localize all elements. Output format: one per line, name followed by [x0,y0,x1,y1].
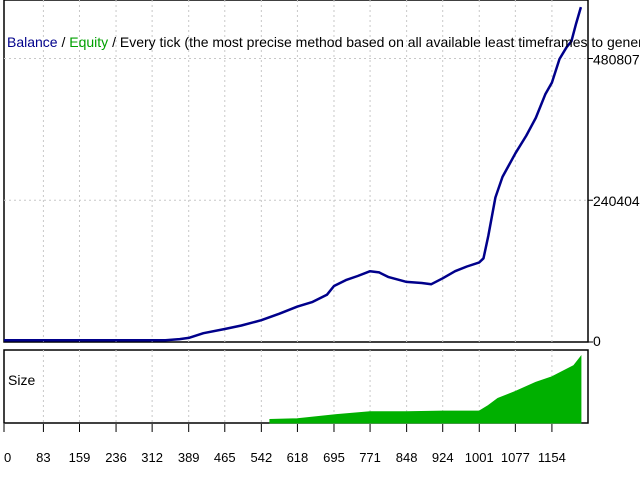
chart-title: Balance / Equity / Every tick (the most … [7,34,640,50]
balance-equity-panel: Balance / Equity / Every tick (the most … [3,0,640,349]
x-tick-label: 924 [432,450,454,465]
x-tick-label: 618 [287,450,309,465]
x-tick-label: 1154 [538,450,566,465]
x-tick-label: 0 [4,450,11,465]
y-tick-label: 0 [593,333,601,349]
x-tick-label: 465 [214,450,236,465]
x-tick-label: 542 [250,450,272,465]
x-tick-label: 389 [178,450,200,465]
y-tick-label: 240404 [593,193,640,209]
size-panel: Size [3,349,589,424]
title-part-1: / [58,34,70,50]
title-part-2: Equity [69,34,108,50]
x-tick-label: 312 [141,450,163,465]
x-tick-label: 1077 [501,450,530,465]
x-tick-label: 236 [105,450,127,465]
y-tick-label: 480807 [593,51,640,67]
title-part-0: Balance [7,34,58,50]
balance-line [4,6,583,342]
x-tick-label: 771 [359,450,381,465]
x-tick-label: 159 [69,450,91,465]
size-area [269,355,582,424]
x-tick-label: 1001 [465,450,494,465]
x-axis-ticks: 0 83 159 236 312 389 465 542 618 695 771 848 924 1001… [3,424,566,465]
x-tick-label: 83 [36,450,50,465]
x-tick-label: 695 [323,450,345,465]
title-part-3: / Every tick (the most precise method ba… [108,34,640,50]
size-series-layer [269,355,582,424]
balance-panel-frame [3,0,589,343]
main-grid [4,0,588,342]
balance-series-layer [4,6,583,342]
size-panel-label: Size [8,372,35,388]
x-tick-label: 848 [396,450,418,465]
y-axis-ticks: 0 240404 480807 [588,51,640,349]
